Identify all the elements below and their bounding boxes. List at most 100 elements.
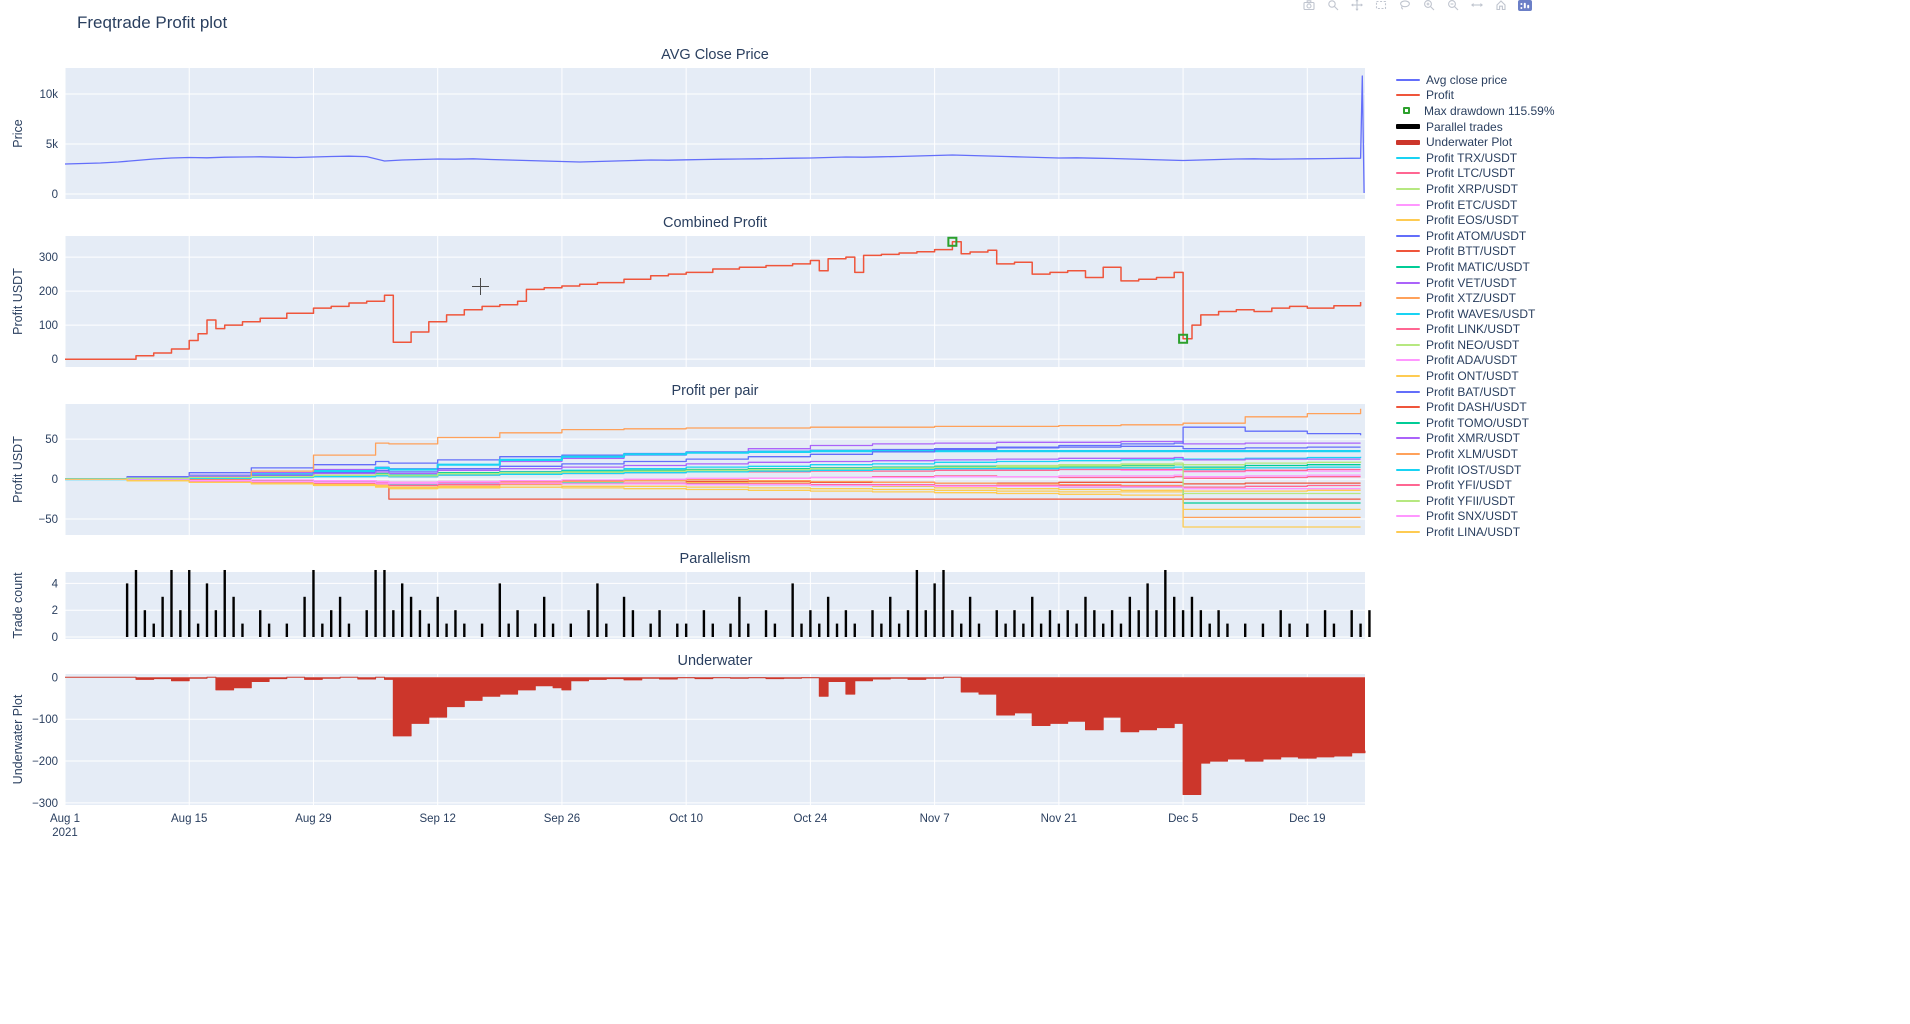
x-tick-label: Nov 21 [1041, 813, 1077, 825]
legend-item-profit-etc-usdt[interactable]: Profit ETC/USDT [1396, 197, 1555, 213]
legend-item-profit-vet-usdt[interactable]: Profit VET/USDT [1396, 275, 1555, 291]
legend-label: Profit LINA/USDT [1426, 525, 1521, 540]
parallel-trades-bar [1093, 610, 1096, 637]
legend-label: Profit DASH/USDT [1426, 400, 1527, 415]
autoscale-icon [1471, 3, 1483, 7]
series-profit-yfii-usdt [65, 464, 1361, 495]
legend-item-profit-xrp-usdt[interactable]: Profit XRP/USDT [1396, 181, 1555, 197]
modebar-box-select-button[interactable] [1372, 0, 1390, 11]
modebar-zoom-out-button[interactable] [1444, 0, 1462, 11]
y-tick-label: 0 [52, 632, 58, 644]
modebar-zoom-button[interactable] [1324, 0, 1342, 11]
parallel-trades-bar [747, 623, 750, 637]
legend-item-profit-waves-usdt[interactable]: Profit WAVES/USDT [1396, 306, 1555, 322]
legend-item-profit-ltc-usdt[interactable]: Profit LTC/USDT [1396, 166, 1555, 182]
legend-item-profit-ada-usdt[interactable]: Profit ADA/USDT [1396, 353, 1555, 369]
parallel-trades-bar [454, 610, 457, 637]
y-tick-label: −50 [38, 514, 58, 526]
parallel-trades-bar [809, 610, 812, 637]
legend-item-profit-link-usdt[interactable]: Profit LINK/USDT [1396, 322, 1555, 338]
y-tick-label: 50 [45, 434, 58, 446]
legend-item-profit-bat-usdt[interactable]: Profit BAT/USDT [1396, 384, 1555, 400]
parallel-trades-bar [321, 623, 324, 637]
legend-item-profit-iost-usdt[interactable]: Profit IOST/USDT [1396, 462, 1555, 478]
y-axis-label-profit-usdt: Profit USDT [11, 436, 25, 503]
parallel-trades-bar [729, 623, 732, 637]
legend-item-profit-yfi-usdt[interactable]: Profit YFI/USDT [1396, 477, 1555, 493]
legend-item-profit-snx-usdt[interactable]: Profit SNX/USDT [1396, 509, 1555, 525]
modebar-autoscale-button[interactable] [1468, 0, 1486, 11]
legend-item-max-drawdown-115-59[interactable]: Max drawdown 115.59% [1396, 103, 1555, 119]
legend-item-profit-dash-usdt[interactable]: Profit DASH/USDT [1396, 399, 1555, 415]
modebar-lasso-select-button[interactable] [1396, 0, 1414, 11]
parallel-trades-bar [1146, 583, 1149, 637]
parallel-trades-bar [738, 596, 741, 637]
legend-line-swatch-icon [1396, 421, 1420, 424]
parallel-trades-bar [1332, 623, 1336, 637]
legend-label: Profit LTC/USDT [1426, 166, 1516, 181]
parallel-trades-bar [1217, 610, 1220, 637]
parallel-trades-bar [143, 610, 147, 637]
page-title: Freqtrade Profit plot [77, 13, 228, 32]
legend-item-profit-xtz-usdt[interactable]: Profit XTZ/USDT [1396, 290, 1555, 306]
legend-item-profit-xmr-usdt[interactable]: Profit XMR/USDT [1396, 431, 1555, 447]
series-underwater-plot [65, 676, 1366, 795]
legend-item-profit-tomo-usdt[interactable]: Profit TOMO/USDT [1396, 415, 1555, 431]
parallel-trades-bar [897, 623, 901, 637]
legend-item-underwater-plot[interactable]: Underwater Plot [1396, 134, 1555, 150]
parallel-trades-bar [1350, 610, 1353, 637]
legend-item-profit-btt-usdt[interactable]: Profit BTT/USDT [1396, 244, 1555, 260]
parallel-trades-bar [188, 569, 191, 637]
parallel-trades-bar [1057, 623, 1061, 637]
parallel-trades-bar [1110, 610, 1114, 637]
legend-label: Max drawdown 115.59% [1424, 103, 1555, 118]
x-tick-label: Nov 7 [920, 813, 950, 825]
subplot-combined-profit-plot-area[interactable] [65, 236, 1365, 367]
legend-label: Profit WAVES/USDT [1426, 306, 1536, 321]
modebar-download-plot-button[interactable] [1300, 0, 1318, 11]
series-profit [65, 241, 1362, 360]
legend-item-profit-neo-usdt[interactable]: Profit NEO/USDT [1396, 337, 1555, 353]
parallel-trades-bar [1075, 623, 1078, 637]
subplot-title-parallelism: Parallelism [680, 551, 751, 567]
legend-line-swatch-icon [1396, 139, 1420, 145]
legend-item-avg-close-price[interactable]: Avg close price [1396, 72, 1555, 88]
parallel-trades-bar [569, 623, 573, 637]
parallel-trades-bar [196, 623, 200, 637]
legend-item-profit-xlm-usdt[interactable]: Profit XLM/USDT [1396, 446, 1555, 462]
legend-label: Profit [1426, 88, 1455, 103]
legend-label: Profit BAT/USDT [1426, 384, 1516, 399]
legend-item-parallel-trades[interactable]: Parallel trades [1396, 119, 1555, 135]
legend-line-swatch-icon [1396, 484, 1420, 487]
legend-line-swatch-icon [1396, 78, 1420, 81]
legend-item-profit-ont-usdt[interactable]: Profit ONT/USDT [1396, 368, 1555, 384]
modebar-plotly-logo-button[interactable] [1516, 0, 1534, 11]
legend-label: Profit ONT/USDT [1426, 369, 1519, 384]
legend-label: Profit SNX/USDT [1426, 509, 1519, 524]
home-icon [1496, 0, 1506, 11]
parallel-trades-bar [214, 610, 218, 637]
modebar-zoom-in-button[interactable] [1420, 0, 1438, 11]
parallel-trades-bar [330, 610, 333, 637]
parallel-trades-bar [764, 610, 768, 637]
y-tick-label: 0 [52, 354, 58, 366]
legend-item-profit-eos-usdt[interactable]: Profit EOS/USDT [1396, 212, 1555, 228]
legend-item-profit-atom-usdt[interactable]: Profit ATOM/USDT [1396, 228, 1555, 244]
legend-item-profit[interactable]: Profit [1396, 88, 1555, 104]
modebar-pan-button[interactable] [1348, 0, 1366, 11]
parallel-trades-bar [383, 569, 386, 637]
subplot-avg-close-price-plot-area[interactable] [65, 68, 1365, 199]
parallel-trades-bar [1013, 610, 1016, 637]
modebar-reset-axes-button[interactable] [1492, 0, 1510, 11]
parallel-trades-bar [933, 583, 936, 637]
x-tick-label: Dec 19 [1289, 813, 1325, 825]
legend-item-profit-trx-usdt[interactable]: Profit TRX/USDT [1396, 150, 1555, 166]
legend-item-profit-lina-usdt[interactable]: Profit LINA/USDT [1396, 524, 1555, 540]
parallel-trades-bar [409, 596, 413, 637]
legend-label: Profit YFI/USDT [1426, 478, 1512, 493]
y-tick-label: 100 [39, 320, 58, 332]
y-tick-label: 0 [52, 672, 58, 684]
legend-item-profit-yfii-usdt[interactable]: Profit YFII/USDT [1396, 493, 1555, 509]
legend-item-profit-matic-usdt[interactable]: Profit MATIC/USDT [1396, 259, 1555, 275]
